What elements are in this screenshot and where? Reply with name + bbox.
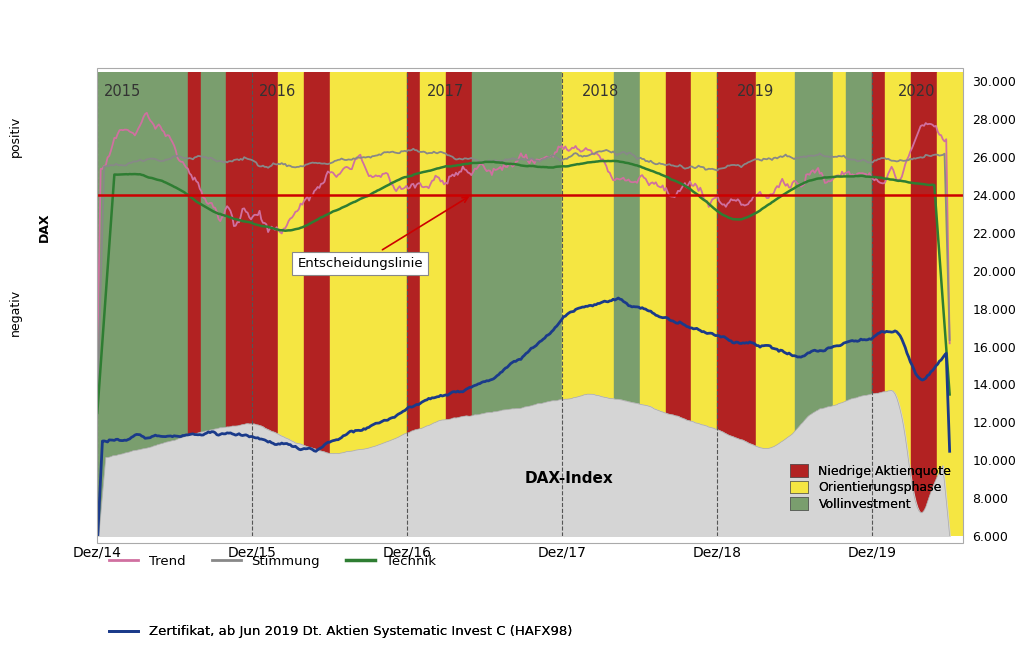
Text: 2019: 2019 (736, 84, 774, 99)
Bar (279, 72, 304, 536)
Text: 2015: 2015 (103, 84, 141, 99)
Bar (226, 72, 279, 536)
Legend: Zertifikat, ab Jun 2019 Dt. Aktien Systematic Invest C (HAFX98): Zertifikat, ab Jun 2019 Dt. Aktien Syste… (103, 620, 578, 644)
Bar (472, 72, 562, 536)
Bar (187, 72, 201, 536)
Legend: Niedrige Aktienquote, Orientierungsphase, Vollinvestment: Niedrige Aktienquote, Orientierungsphase… (784, 459, 956, 516)
Bar (717, 72, 756, 536)
Bar (885, 72, 911, 536)
Text: negativ: negativ (9, 289, 22, 335)
Text: 2016: 2016 (259, 84, 296, 99)
Text: DAX: DAX (38, 213, 50, 242)
Text: 2020: 2020 (898, 84, 936, 99)
Bar (420, 72, 446, 536)
Bar (872, 72, 885, 536)
Bar (834, 72, 846, 536)
Bar (304, 72, 330, 536)
Text: positiv: positiv (9, 116, 22, 157)
Bar (330, 72, 408, 536)
Bar (201, 72, 226, 536)
Bar (846, 72, 872, 536)
Bar (408, 72, 420, 536)
Bar (97, 72, 187, 536)
Text: 2017: 2017 (427, 84, 464, 99)
Bar (613, 72, 640, 536)
Bar (640, 72, 666, 536)
Bar (911, 72, 937, 536)
Text: 2018: 2018 (582, 84, 618, 99)
Bar (446, 72, 472, 536)
Bar (666, 72, 691, 536)
Bar (795, 72, 834, 536)
Bar (756, 72, 795, 536)
Bar (937, 72, 963, 536)
Bar (562, 72, 613, 536)
Bar (691, 72, 717, 536)
Text: DAX-Index: DAX-Index (524, 471, 613, 486)
Text: Für eine GRÜN-Phase fehlt derzeit noch der Schwung!: Für eine GRÜN-Phase fehlt derzeit noch d… (10, 26, 626, 49)
Text: Entscheidungslinie: Entscheidungslinie (297, 197, 468, 270)
